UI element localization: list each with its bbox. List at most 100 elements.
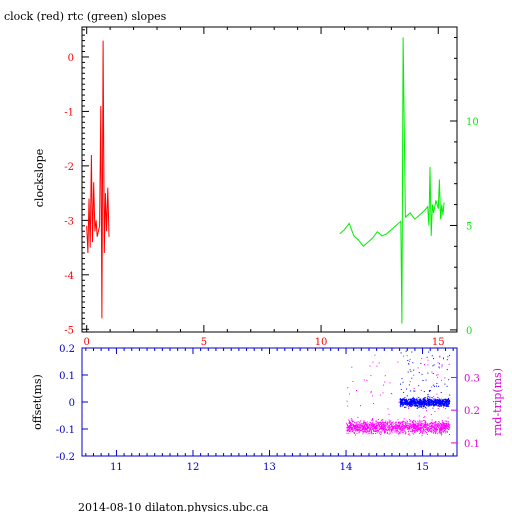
roundtrip-point: [353, 425, 354, 427]
roundtrip-point: [431, 425, 433, 426]
offset-point: [431, 404, 433, 406]
roundtrip-point: [399, 429, 401, 431]
offset-point: [419, 402, 421, 404]
offset-point: [402, 397, 404, 399]
roundtrip-point: [381, 428, 382, 430]
roundtrip-point: [368, 430, 370, 432]
roundtrip-point: [377, 423, 379, 425]
roundtrip-point: [362, 428, 364, 430]
roundtrip-point: [372, 403, 374, 404]
roundtrip-point: [386, 429, 388, 431]
roundtrip-point: [389, 432, 391, 434]
roundtrip-point: [389, 382, 391, 384]
roundtrip-point: [437, 408, 439, 409]
roundtrip-point: [431, 430, 433, 432]
roundtrip-point: [375, 427, 377, 429]
roundtrip-point: [370, 424, 372, 426]
offset-point: [427, 397, 429, 399]
roundtrip-point: [448, 363, 450, 365]
roundtrip-point: [351, 423, 353, 425]
roundtrip-point: [356, 422, 358, 424]
roundtrip-point: [441, 423, 443, 425]
offset-point: [416, 406, 418, 408]
roundtrip-point: [386, 423, 388, 425]
roundtrip-point: [378, 362, 380, 364]
offset-point: [419, 404, 421, 406]
offset-point: [436, 385, 437, 387]
roundtrip-point: [350, 426, 352, 428]
roundtrip-point: [359, 421, 361, 423]
roundtrip-point: [366, 423, 368, 425]
roundtrip-point: [389, 426, 391, 428]
roundtrip-point: [358, 426, 360, 428]
offset-point: [414, 403, 416, 405]
roundtrip-point: [353, 426, 355, 427]
roundtrip-point: [370, 429, 372, 431]
roundtrip-point: [441, 425, 443, 427]
roundtrip-point: [433, 427, 435, 429]
roundtrip-point: [405, 424, 407, 426]
top-ticks: 0 5 10 15 0 -1 -2 -3 -4 -5 0 5 10: [64, 27, 479, 348]
roundtrip-point: [403, 428, 405, 429]
roundtrip-point: [414, 423, 416, 425]
roundtrip-point: [448, 427, 450, 429]
offset-point: [406, 401, 408, 403]
roundtrip-point: [378, 429, 380, 431]
offset-point: [413, 400, 415, 402]
offset-point: [430, 403, 432, 405]
roundtrip-point: [381, 421, 383, 423]
offset-point: [427, 399, 429, 401]
roundtrip-point: [396, 431, 398, 433]
offset-point: [413, 398, 415, 400]
top-left-tick-label: -2: [64, 162, 74, 173]
roundtrip-point: [347, 429, 349, 431]
roundtrip-point: [439, 356, 441, 358]
bottom-x-tick-label: 15: [416, 462, 429, 473]
offset-point: [416, 399, 417, 401]
roundtrip-point: [377, 424, 379, 426]
roundtrip-point: [371, 425, 373, 427]
offset-point: [404, 403, 406, 405]
offset-point: [407, 403, 409, 405]
offset-point: [411, 406, 413, 408]
roundtrip-point: [386, 428, 388, 430]
roundtrip-point: [440, 428, 442, 430]
bottom-x-tick-label: 11: [110, 462, 123, 473]
roundtrip-point: [414, 420, 416, 422]
roundtrip-point: [381, 427, 383, 429]
roundtrip-point: [354, 422, 356, 423]
roundtrip-point: [389, 423, 391, 425]
offset-point: [418, 401, 420, 403]
roundtrip-point: [435, 426, 437, 428]
top-right-tick-label: 0: [466, 326, 472, 337]
roundtrip-point: [347, 430, 349, 432]
roundtrip-point: [414, 428, 416, 430]
roundtrip-point: [357, 427, 359, 429]
chart-title: clock (red) rtc (green) slopes: [4, 10, 167, 23]
roundtrip-point: [367, 423, 369, 425]
roundtrip-point: [407, 420, 408, 422]
roundtrip-point: [445, 422, 447, 424]
roundtrip-point: [396, 425, 398, 427]
offset-point: [408, 403, 410, 405]
roundtrip-point: [420, 422, 422, 424]
roundtrip-point: [392, 423, 394, 425]
offset-point: [415, 405, 417, 407]
roundtrip-point: [424, 428, 426, 430]
roundtrip-point: [417, 426, 419, 428]
roundtrip-point: [403, 426, 405, 428]
roundtrip-point: [424, 426, 426, 428]
roundtrip-point: [370, 392, 372, 394]
roundtrip-point: [447, 423, 449, 424]
roundtrip-point: [395, 427, 397, 428]
offset-point: [410, 403, 412, 405]
roundtrip-point: [403, 355, 404, 357]
offset-point: [416, 399, 418, 401]
roundtrip-point: [423, 432, 425, 434]
roundtrip-point: [366, 429, 368, 431]
offset-point: [423, 401, 425, 403]
roundtrip-point: [366, 428, 368, 430]
offset-point: [434, 400, 436, 402]
offset-point: [430, 404, 432, 406]
offset-point: [425, 397, 427, 399]
